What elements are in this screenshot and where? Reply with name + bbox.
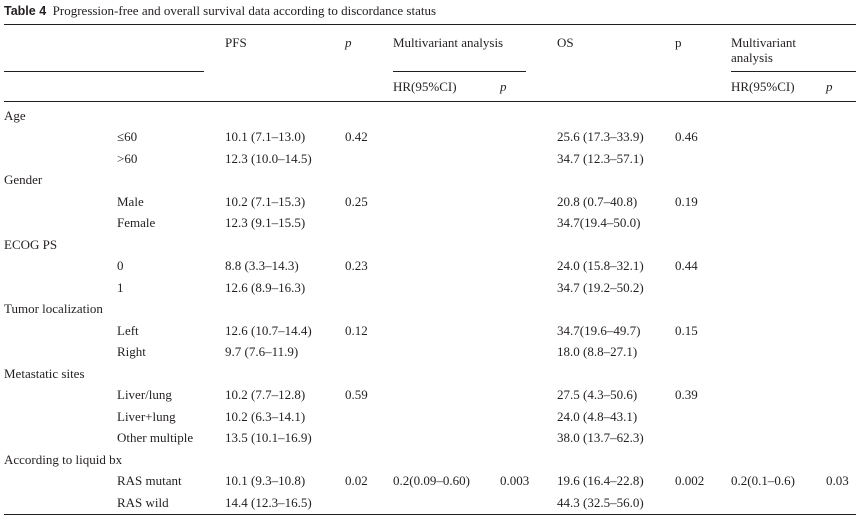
row-subgroup-cell: RAS mutant <box>117 473 182 488</box>
p-pfs-cell: 0.42 <box>345 129 368 144</box>
row-subgroup-cell: RAS wild <box>117 495 169 510</box>
row-subgroup-cell: Liver+lung <box>117 409 176 424</box>
os-cell: 19.6 (16.4–22.8) <box>557 473 644 488</box>
header-multivariant-os-line2: analysis <box>731 50 773 65</box>
header-hr-os: HR(95%CI) <box>731 79 795 94</box>
os-cell: 34.7 (12.3–57.1) <box>557 151 644 166</box>
header-rule-multivariant-pfs <box>393 71 526 72</box>
header-hr-p-pfs: p <box>500 79 507 94</box>
pfs-cell: 10.1 (7.1–13.0) <box>225 129 306 144</box>
row-subgroup-cell: 1 <box>117 280 124 295</box>
os-cell: 38.0 (13.7–62.3) <box>557 430 644 445</box>
pfs-cell: 12.3 (10.0–14.5) <box>225 151 312 166</box>
caption-text: Progression-free and overall survival da… <box>52 3 437 18</box>
p-os-cell: 0.46 <box>675 129 698 144</box>
header-hr-p-os: p <box>826 79 833 94</box>
row-subgroup-cell: ≤60 <box>117 129 138 144</box>
row-subgroup-cell: Other multiple <box>117 430 194 445</box>
p-pfs-cell: 0.23 <box>345 258 368 273</box>
pfs-cell: 10.1 (9.3–10.8) <box>225 473 306 488</box>
row-subgroup-cell: Liver/lung <box>117 387 172 402</box>
os-cell: 34.7(19.6–49.7) <box>557 323 641 338</box>
header-multivariant-pfs: Multivariant analysis <box>393 35 504 50</box>
p-pfs-cell: 0.25 <box>345 194 368 209</box>
table-caption: Table 4 Progression-free and overall sur… <box>4 3 436 19</box>
os-cell: 20.8 (0.7–40.8) <box>557 194 638 209</box>
pfs-cell: 12.6 (10.7–14.4) <box>225 323 312 338</box>
row-group-label: ECOG PS <box>4 237 58 252</box>
row-group-label: Gender <box>4 172 43 187</box>
header-hr-pfs: HR(95%CI) <box>393 79 457 94</box>
pfs-cell: 8.8 (3.3–14.3) <box>225 258 299 273</box>
p-os-cell: 0.15 <box>675 323 698 338</box>
row-group-label: Tumor localization <box>4 301 103 316</box>
caption-label: Table 4 <box>4 4 47 18</box>
os-cell: 18.0 (8.8–27.1) <box>557 344 638 359</box>
header-p-pfs: p <box>345 35 352 50</box>
p-pfs-cell: 0.59 <box>345 387 368 402</box>
os-cell: 24.0 (15.8–32.1) <box>557 258 644 273</box>
hr-p-pfs-cell: 0.003 <box>500 473 530 488</box>
pfs-cell: 13.5 (10.1–16.9) <box>225 430 312 445</box>
p-os-cell: 0.19 <box>675 194 698 209</box>
pfs-cell: 12.3 (9.1–15.5) <box>225 215 306 230</box>
row-subgroup-cell: Male <box>117 194 144 209</box>
p-os-cell: 0.44 <box>675 258 698 273</box>
os-cell: 34.7(19.4–50.0) <box>557 215 641 230</box>
row-group-label: Metastatic sites <box>4 366 85 381</box>
header-os: OS <box>557 35 574 50</box>
hr-p-os-cell: 0.03 <box>826 473 849 488</box>
header-multivariant-os-line1: Multivariant <box>731 35 796 50</box>
pfs-cell: 14.4 (12.3–16.5) <box>225 495 312 510</box>
row-group-label: According to liquid bx <box>4 452 123 467</box>
pfs-cell: 10.2 (7.1–15.3) <box>225 194 306 209</box>
bottom-rule <box>4 514 856 515</box>
os-cell: 44.3 (32.5–56.0) <box>557 495 644 510</box>
os-cell: 24.0 (4.8–43.1) <box>557 409 638 424</box>
row-subgroup-cell: >60 <box>117 151 138 166</box>
row-subgroup-cell: Female <box>117 215 156 230</box>
row-subgroup-cell: Right <box>117 344 146 359</box>
pfs-cell: 12.6 (8.9–16.3) <box>225 280 306 295</box>
header-pfs: PFS <box>225 35 247 50</box>
top-rule <box>4 24 856 25</box>
os-cell: 27.5 (4.3–50.6) <box>557 387 638 402</box>
header-p-os: p <box>675 35 682 50</box>
row-group-label: Age <box>4 108 26 123</box>
row-subgroup-cell: 0 <box>117 258 124 273</box>
pfs-cell: 10.2 (6.3–14.1) <box>225 409 306 424</box>
os-cell: 25.6 (17.3–33.9) <box>557 129 644 144</box>
p-pfs-cell: 0.12 <box>345 323 368 338</box>
hr-pfs-cell: 0.2(0.09–0.60) <box>393 473 470 488</box>
p-os-cell: 0.002 <box>675 473 705 488</box>
row-subgroup-cell: Left <box>117 323 139 338</box>
p-pfs-cell: 0.02 <box>345 473 368 488</box>
hr-os-cell: 0.2(0.1–0.6) <box>731 473 795 488</box>
header-rule-left <box>4 71 204 72</box>
pfs-cell: 10.2 (7.7–12.8) <box>225 387 306 402</box>
pfs-cell: 9.7 (7.6–11.9) <box>225 344 299 359</box>
header-bottom-rule <box>4 101 856 102</box>
os-cell: 34.7 (19.2–50.2) <box>557 280 644 295</box>
header-rule-multivariant-os <box>731 71 856 72</box>
p-os-cell: 0.39 <box>675 387 698 402</box>
